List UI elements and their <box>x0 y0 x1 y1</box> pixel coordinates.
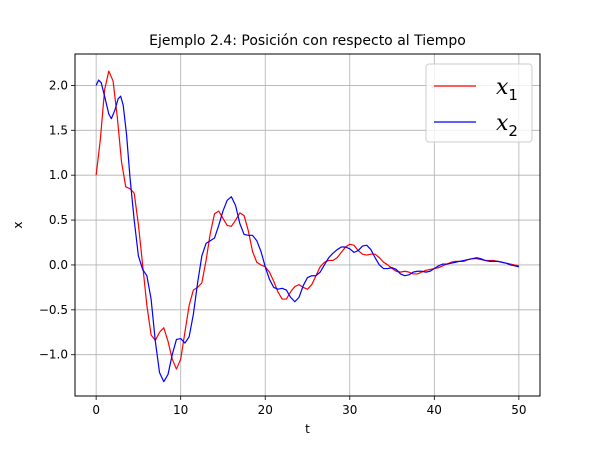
y-tick-label: −1.0 <box>39 348 68 362</box>
x-axis-label: t <box>305 422 310 436</box>
legend-label-x2: x2 <box>496 111 518 140</box>
legend-label-main: x <box>496 75 509 100</box>
legend-label-subscript: 2 <box>508 122 518 140</box>
series-line-x2 <box>95 79 519 383</box>
chart-title: Ejemplo 2.4: Posición con respecto al Ti… <box>149 33 466 49</box>
axes-frame <box>74 53 541 397</box>
legend-label-main: x <box>496 111 509 136</box>
y-tick-label: 0.5 <box>49 213 68 227</box>
y-tick-label: 1.0 <box>49 168 68 182</box>
x-tick-label: 10 <box>173 403 188 417</box>
series-layer <box>95 70 519 383</box>
y-tick-label: 1.5 <box>49 123 68 137</box>
x-tick-label: 20 <box>258 403 273 417</box>
y-tick-label: 0.0 <box>49 258 68 272</box>
ticks: 0 10 20 30 40 50 −1.0 −0.5 0.0 0.5 1.0 1.5 2.0 <box>39 78 527 417</box>
x-tick-label: 40 <box>427 403 442 417</box>
x-tick-label: 0 <box>92 403 100 417</box>
legend-label-x1: x1 <box>496 75 518 104</box>
x-tick-label: 30 <box>342 403 357 417</box>
legend-label-subscript: 1 <box>508 86 518 104</box>
y-tick-label: −0.5 <box>39 303 68 317</box>
x-tick-label: 50 <box>511 403 526 417</box>
y-axis-label: x <box>11 221 25 228</box>
y-tick-label: 2.0 <box>49 78 68 92</box>
